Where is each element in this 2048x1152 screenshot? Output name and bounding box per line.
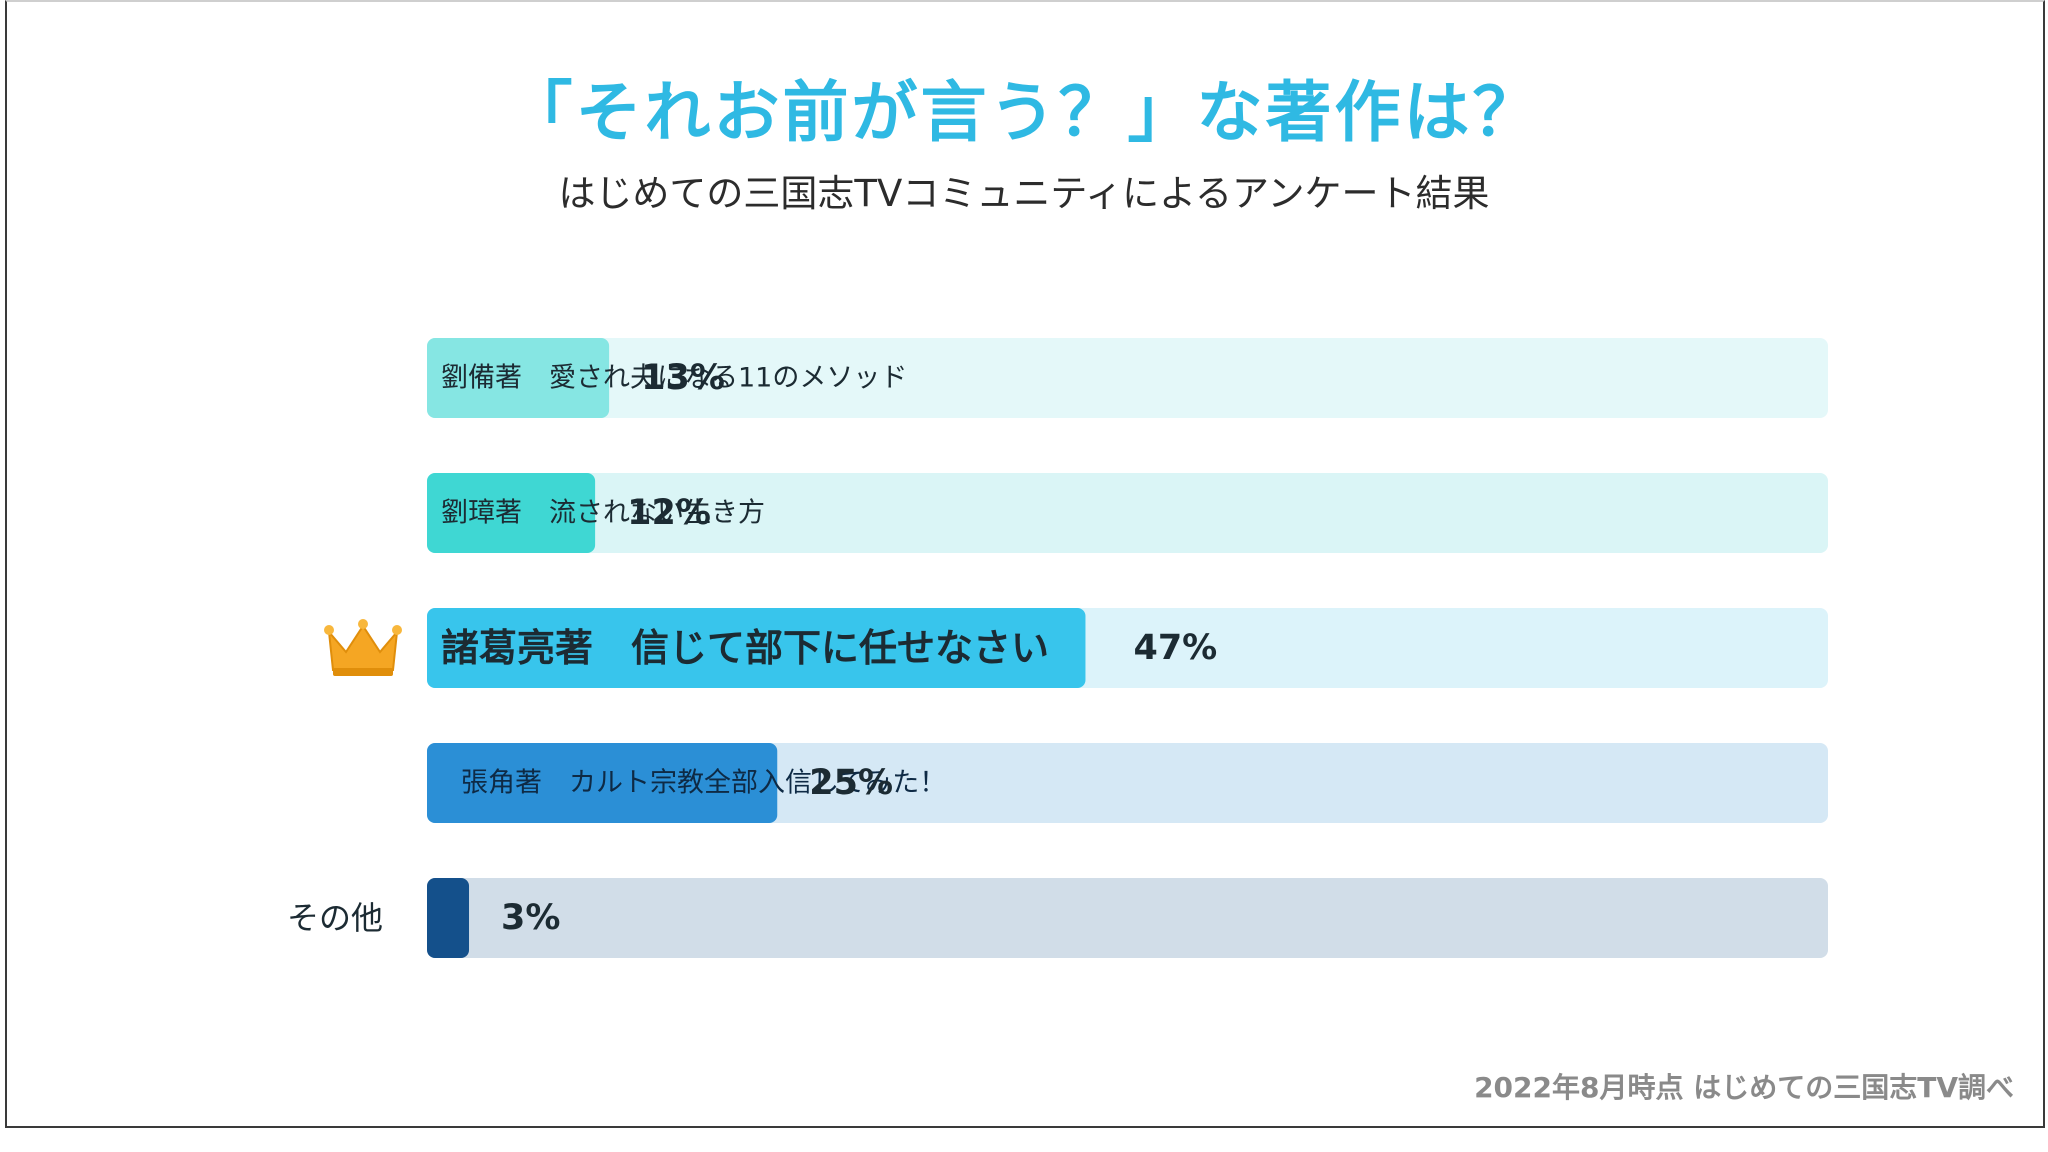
bar-3 bbox=[427, 608, 1086, 688]
category-label-5: その他 bbox=[287, 899, 383, 937]
crown-icon bbox=[324, 619, 402, 676]
bar-5 bbox=[427, 878, 470, 958]
category-label-2: 劉璋著 流されない生き方 bbox=[441, 498, 765, 529]
chart-subtitle: はじめての三国志TVコミュニティによるアンケート結果 bbox=[558, 172, 1490, 215]
bar-track-5 bbox=[427, 878, 1828, 958]
category-label-1: 劉備著 愛され夫になる11のメソッド bbox=[441, 363, 907, 394]
bar-1 bbox=[427, 338, 610, 418]
value-label-1: 13% bbox=[641, 358, 725, 398]
source-note: 2022年8月時点 はじめての三国志TV調べ bbox=[1474, 1071, 2014, 1104]
value-label-2: 12% bbox=[627, 493, 711, 533]
value-label-5: 3% bbox=[501, 898, 560, 938]
bar-2 bbox=[427, 473, 596, 553]
value-label-3: 47% bbox=[1133, 628, 1217, 668]
chart-title: 「それお前が言う？」な著作は？ bbox=[506, 74, 1542, 151]
bar-4 bbox=[427, 743, 778, 823]
category-label-4: 張角著 カルト宗教全部入信してみた！ bbox=[461, 768, 946, 799]
category-label-3: 諸葛亮著 信じて部下に任せなさい bbox=[441, 626, 1049, 670]
bar-track-2 bbox=[427, 473, 1828, 553]
bar-track-1 bbox=[427, 338, 1828, 418]
value-label-4: 25% bbox=[809, 763, 893, 803]
